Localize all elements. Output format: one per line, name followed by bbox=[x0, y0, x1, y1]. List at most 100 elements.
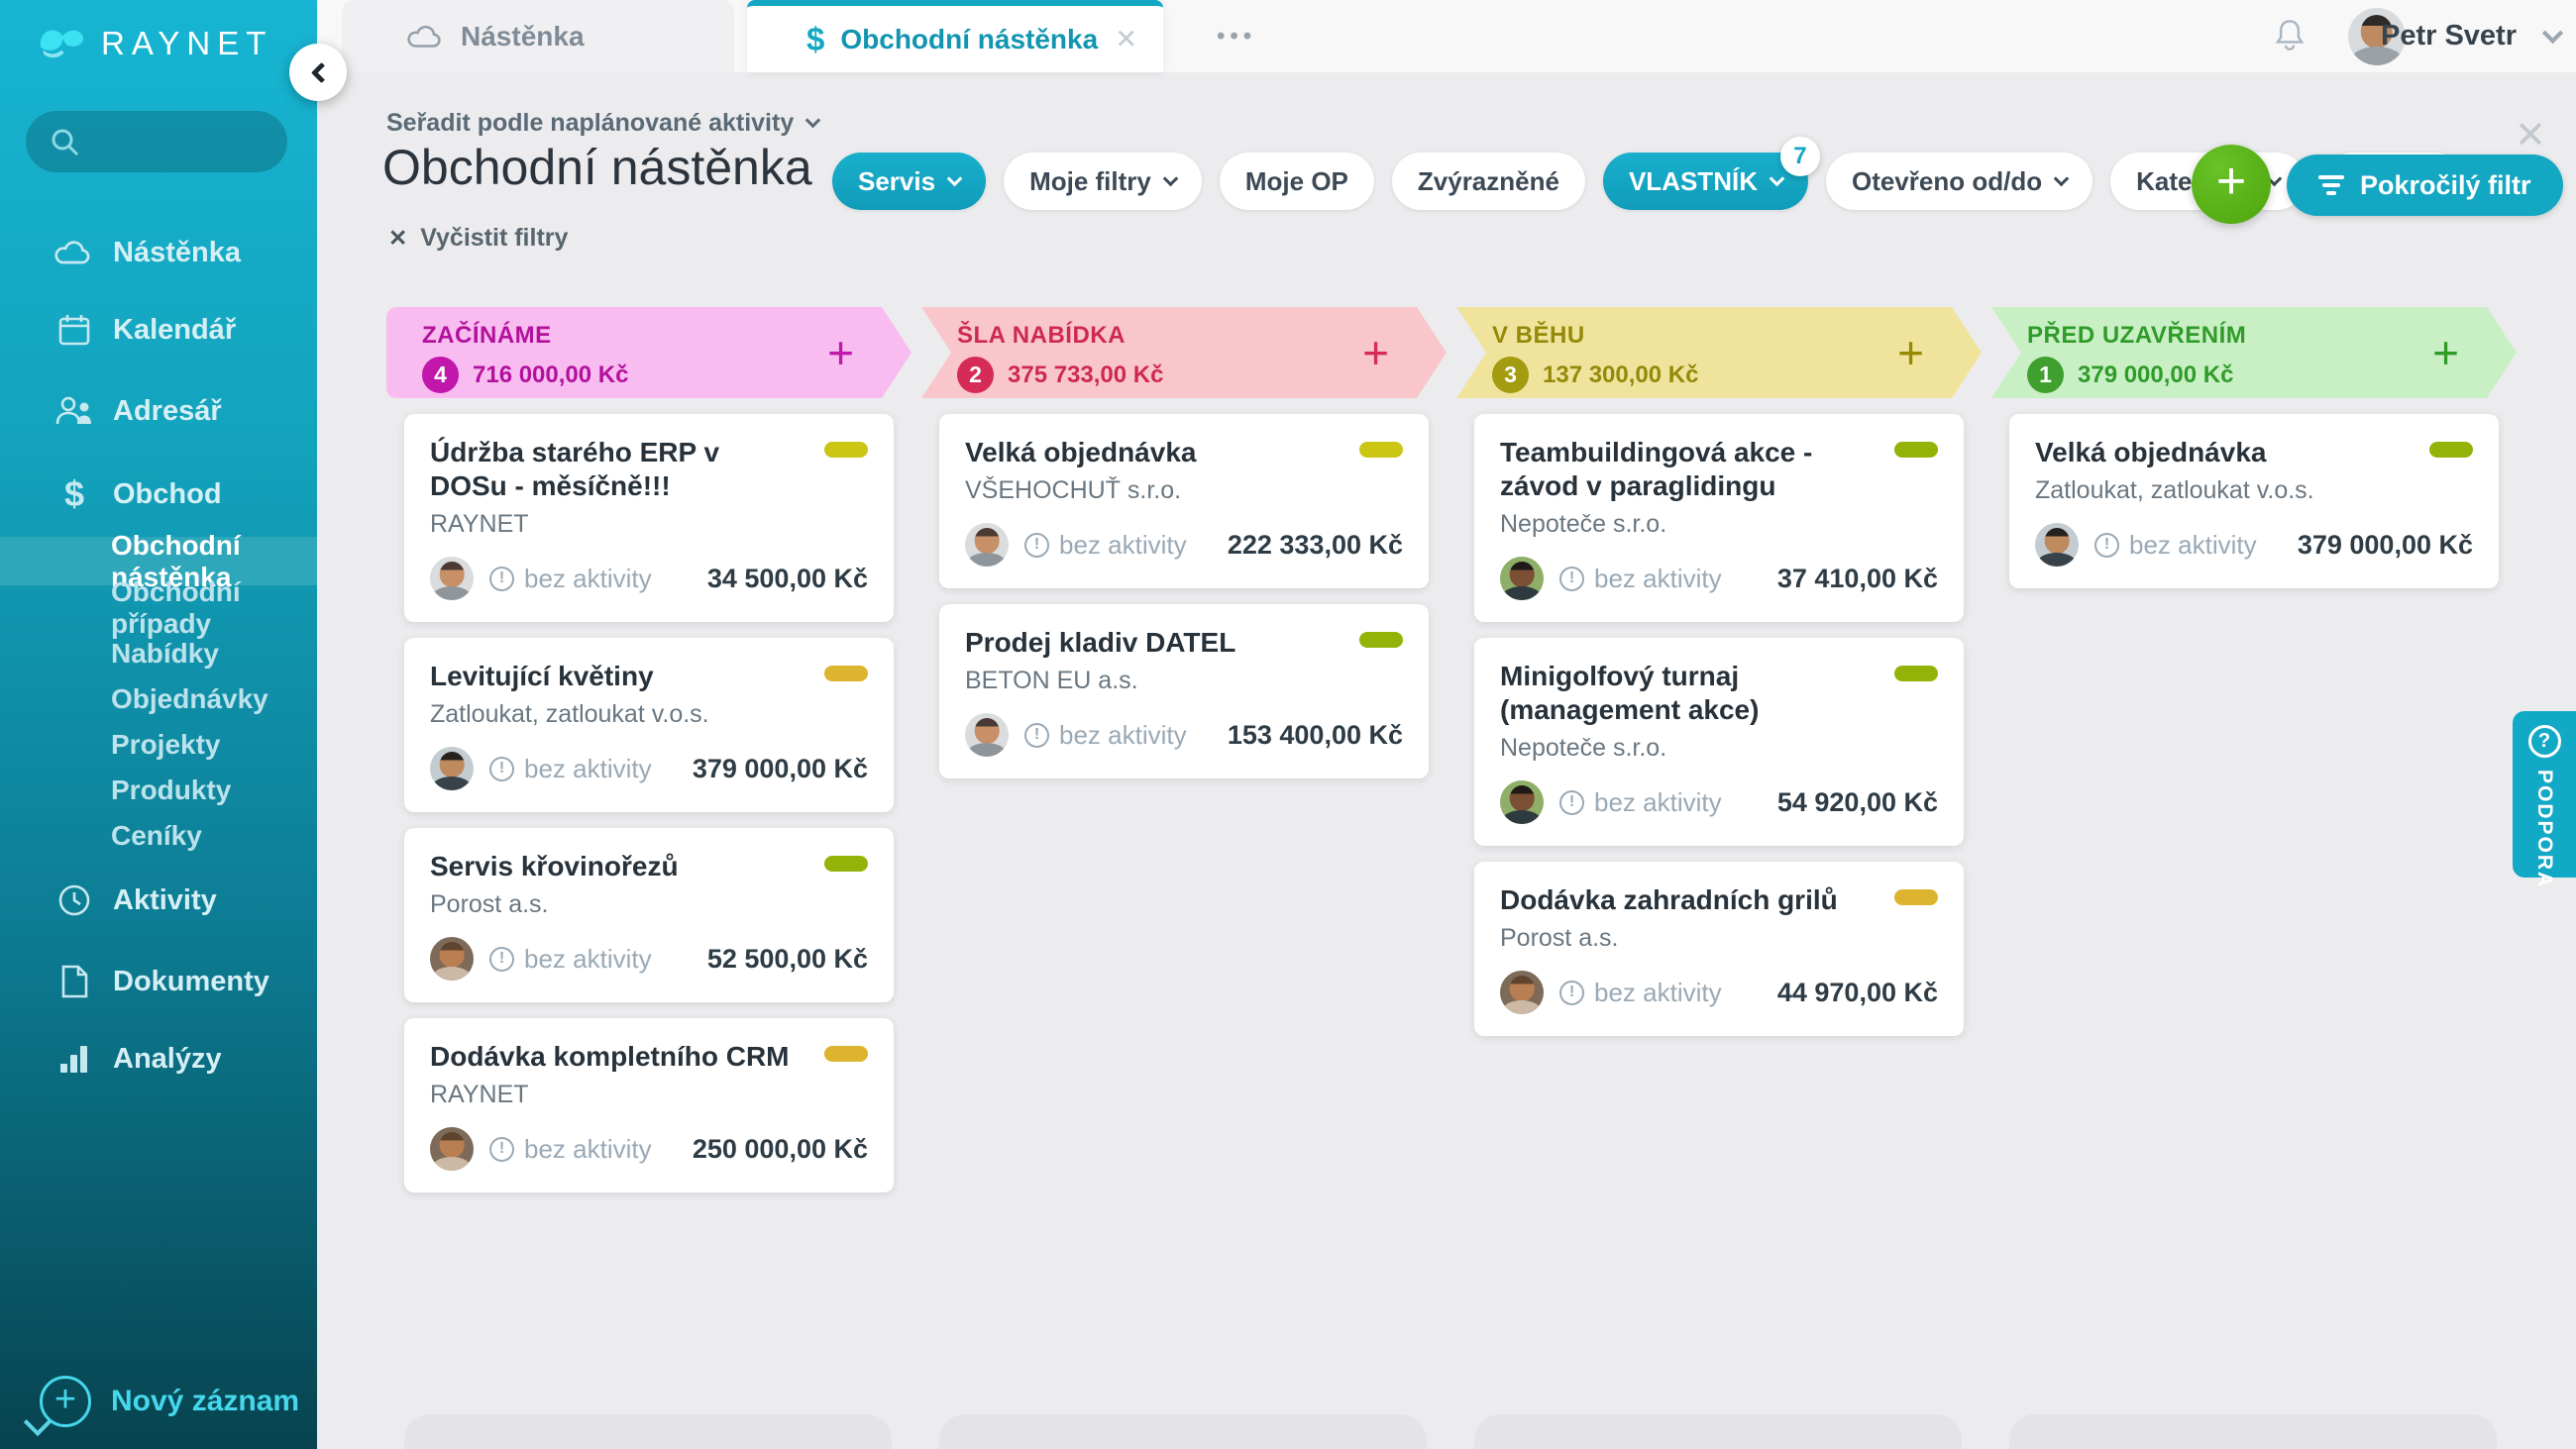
no-activity-icon bbox=[1024, 533, 1049, 558]
sidebar-item-analyzy[interactable]: Analýzy bbox=[0, 1030, 317, 1087]
deal-amount: 54 920,00 Kč bbox=[1777, 787, 1938, 818]
dollar-icon bbox=[54, 473, 95, 515]
add-deal-button[interactable] bbox=[821, 329, 860, 376]
filter-pill-vlastnik[interactable]: VLASTNÍK 7 bbox=[1603, 153, 1808, 210]
deal-card[interactable]: Levitující květiny Zatloukat, zatloukat … bbox=[404, 638, 894, 812]
add-deal-global-button[interactable] bbox=[2192, 145, 2271, 224]
activity-status: bez aktivity bbox=[1559, 978, 1762, 1008]
clear-x-icon bbox=[388, 224, 407, 253]
deal-card[interactable]: Dodávka zahradních grilů Porost a.s. bez… bbox=[1474, 862, 1964, 1036]
sidebar-subitem-label: Objednávky bbox=[111, 683, 268, 715]
add-deal-button[interactable] bbox=[1356, 329, 1395, 376]
deal-card[interactable]: Údržba starého ERP v DOSu - měsíčně!!! R… bbox=[404, 414, 894, 622]
question-mark-icon bbox=[2528, 725, 2561, 758]
sidebar-subitem-projekty[interactable]: Projekty bbox=[0, 721, 317, 768]
deal-status-flag bbox=[824, 856, 868, 872]
sidebar-item-nastenka[interactable]: Nástěnka bbox=[0, 224, 317, 281]
notifications-bell-icon[interactable] bbox=[2269, 12, 2310, 64]
filter-pill-moje-filtry[interactable]: Moje filtry bbox=[1004, 153, 1202, 210]
search-input[interactable] bbox=[81, 122, 269, 161]
tab-nastenka[interactable]: Nástěnka bbox=[342, 0, 734, 72]
deal-card[interactable]: Prodej kladiv DATEL BETON EU a.s. bez ak… bbox=[939, 604, 1429, 778]
deal-amount: 44 970,00 Kč bbox=[1777, 978, 1938, 1008]
deal-title: Velká objednávka bbox=[965, 436, 1403, 469]
activity-status: bez aktivity bbox=[1559, 564, 1762, 594]
deal-amount: 222 333,00 Kč bbox=[1228, 530, 1403, 561]
filter-pill-zvyraznene[interactable]: Zvýrazněné bbox=[1392, 153, 1585, 210]
sidebar-collapse-button[interactable] bbox=[289, 44, 347, 101]
user-menu-chevron-icon[interactable] bbox=[2542, 23, 2563, 44]
chevron-down-icon bbox=[2054, 170, 2070, 186]
sidebar-item-adresar[interactable]: Adresář bbox=[0, 382, 317, 440]
stage-header: PŘED UZAVŘENÍM 1 379 000,00 Kč bbox=[1991, 307, 2517, 398]
deal-company: Nepoteče s.r.o. bbox=[1500, 733, 1938, 763]
deal-card[interactable]: Velká objednávka Zatloukat, zatloukat v.… bbox=[2009, 414, 2499, 588]
clear-filters-button[interactable]: Vyčistit filtry bbox=[388, 224, 568, 253]
deal-status-flag bbox=[1359, 632, 1403, 648]
add-deal-button[interactable] bbox=[1891, 329, 1930, 376]
deal-title: Dodávka kompletního CRM bbox=[430, 1040, 868, 1074]
deal-company: BETON EU a.s. bbox=[965, 666, 1403, 695]
deal-title: Prodej kladiv DATEL bbox=[965, 626, 1403, 660]
owner-avatar bbox=[430, 557, 474, 600]
tab-label: Obchodní nástěnka bbox=[840, 24, 1098, 55]
support-tab[interactable]: PODPORA bbox=[2513, 711, 2576, 878]
sidebar-item-obchod[interactable]: Obchod bbox=[0, 466, 317, 523]
deal-status-flag bbox=[824, 666, 868, 681]
deal-amount: 379 000,00 Kč bbox=[693, 754, 868, 784]
sidebar-item-kalendar[interactable]: Kalendář bbox=[0, 301, 317, 359]
deal-card[interactable]: Minigolfový turnaj (management akce) Nep… bbox=[1474, 638, 1964, 846]
advanced-filter-label: Pokročilý filtr bbox=[2360, 170, 2531, 201]
stage-column: PŘED UZAVŘENÍM 1 379 000,00 Kč Velká obj… bbox=[1991, 307, 2517, 604]
deal-card[interactable]: Teambuildingová akce - závod v paraglidi… bbox=[1474, 414, 1964, 622]
sidebar-subitem-nabidky[interactable]: Nabídky bbox=[0, 630, 317, 676]
deal-company: RAYNET bbox=[430, 1080, 868, 1109]
calendar-icon bbox=[54, 312, 95, 348]
stage-header: V BĚHU 3 137 300,00 Kč bbox=[1456, 307, 1982, 398]
more-tabs-icon[interactable] bbox=[1217, 0, 1256, 72]
activity-status: bez aktivity bbox=[1559, 787, 1762, 818]
filter-pill-otevreno[interactable]: Otevřeno od/do bbox=[1826, 153, 2093, 210]
sidebar-subitem-label: Ceníky bbox=[111, 820, 202, 852]
advanced-filter-button[interactable]: Pokročilý filtr bbox=[2287, 155, 2563, 216]
tab-obchodni-nastenka[interactable]: Obchodní nástěnka bbox=[747, 0, 1163, 72]
stage-cards: Údržba starého ERP v DOSu - měsíčně!!! R… bbox=[386, 398, 912, 1192]
deal-title: Dodávka zahradních grilů bbox=[1500, 883, 1938, 917]
owner-avatar bbox=[965, 523, 1009, 567]
owner-avatar bbox=[430, 937, 474, 981]
sidebar-subitem-obchodni-pripady[interactable]: Obchodní případy bbox=[0, 584, 317, 631]
owner-avatar bbox=[1500, 780, 1544, 824]
activity-status: bez aktivity bbox=[489, 1134, 677, 1165]
sidebar-item-dokumenty[interactable]: Dokumenty bbox=[0, 953, 317, 1010]
close-board-icon[interactable] bbox=[2515, 113, 2546, 157]
sidebar-subitem-objednavky[interactable]: Objednávky bbox=[0, 675, 317, 722]
sidebar-item-label: Nástěnka bbox=[113, 237, 241, 269]
stage-count-badge: 1 bbox=[2027, 357, 2064, 393]
sidebar-subitem-label: Projekty bbox=[111, 729, 221, 761]
sidebar-subitem-ceniky[interactable]: Ceníky bbox=[0, 812, 317, 859]
top-tab-bar: Nástěnka Obchodní nástěnka Petr Svetr bbox=[317, 0, 2576, 72]
deal-card[interactable]: Velká objednávka VŠEHOCHUŤ s.r.o. bez ak… bbox=[939, 414, 1429, 588]
sidebar-item-label: Analýzy bbox=[113, 1043, 222, 1076]
sort-selector[interactable]: Seřadit podle naplánované aktivity bbox=[386, 109, 818, 138]
deal-company: Porost a.s. bbox=[430, 889, 868, 919]
chevron-down-icon bbox=[805, 113, 821, 129]
sidebar-item-aktivity[interactable]: Aktivity bbox=[0, 872, 317, 929]
deal-card[interactable]: Servis křovinořezů Porost a.s. bez aktiv… bbox=[404, 828, 894, 1002]
deal-status-flag bbox=[1894, 889, 1938, 905]
filter-count-badge: 7 bbox=[1780, 137, 1820, 176]
tab-label: Nástěnka bbox=[461, 21, 585, 52]
activity-status: bez aktivity bbox=[1024, 530, 1212, 561]
tab-close-icon[interactable] bbox=[1115, 24, 1137, 54]
chevron-down-icon bbox=[947, 170, 963, 186]
sidebar-item-label: Obchod bbox=[113, 478, 222, 511]
deal-card[interactable]: Dodávka kompletního CRM RAYNET bez aktiv… bbox=[404, 1018, 894, 1192]
deal-amount: 379 000,00 Kč bbox=[2298, 530, 2473, 561]
deal-status-flag bbox=[824, 1046, 868, 1062]
filter-pill-servis[interactable]: Servis bbox=[832, 153, 986, 210]
sidebar-search[interactable] bbox=[26, 111, 287, 172]
filter-pill-moje-op[interactable]: Moje OP bbox=[1220, 153, 1374, 210]
user-name[interactable]: Petr Svetr bbox=[2381, 20, 2517, 52]
add-deal-button[interactable] bbox=[2426, 329, 2465, 376]
sidebar-subitem-produkty[interactable]: Produkty bbox=[0, 767, 317, 813]
